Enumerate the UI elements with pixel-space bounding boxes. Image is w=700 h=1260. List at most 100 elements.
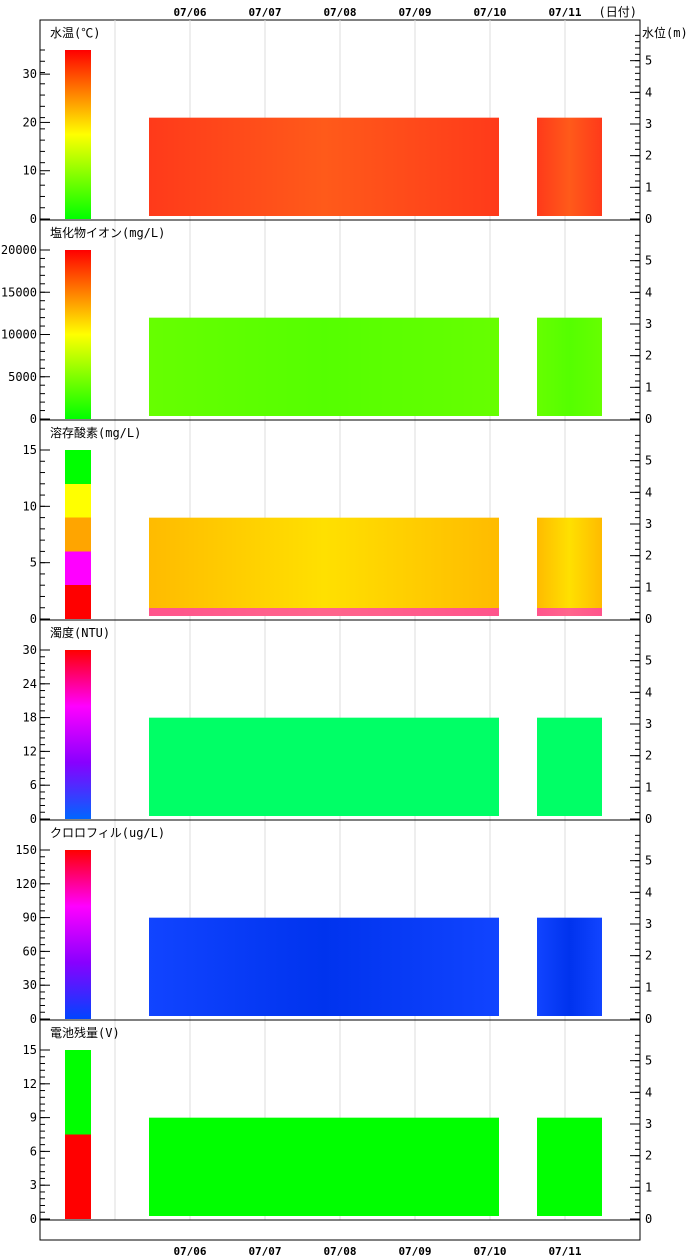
right-tick-label: 4 — [645, 485, 652, 499]
color-scale-bar — [65, 450, 91, 619]
right-tick-label: 5 — [645, 854, 652, 868]
right-tick-label: 0 — [645, 612, 652, 626]
scale-tick-label: 12 — [23, 744, 37, 758]
date-label-bottom: 07/08 — [323, 1245, 356, 1258]
date-unit-label: (日付) — [599, 5, 637, 19]
heatmap-segment-2 — [537, 1117, 602, 1216]
heatmap-segment-2 — [537, 717, 602, 816]
date-label-top: 07/09 — [398, 6, 431, 19]
right-tick-label: 3 — [645, 117, 652, 131]
panel-title: 電池残量(V) — [50, 1026, 120, 1040]
scale-tick-label: 0 — [30, 1212, 37, 1226]
right-tick-label: 0 — [645, 812, 652, 826]
right-tick-label: 1 — [645, 780, 652, 794]
scale-tick-label: 9 — [30, 1111, 37, 1125]
right-tick-label: 1 — [645, 380, 652, 394]
date-label-top: 07/06 — [173, 6, 206, 19]
right-tick-label: 4 — [645, 685, 652, 699]
right-tick-label: 3 — [645, 917, 652, 931]
date-label-bottom: 07/06 — [173, 1245, 206, 1258]
date-label-bottom: 07/11 — [548, 1245, 581, 1258]
date-label-top: 07/08 — [323, 6, 356, 19]
date-label-bottom: 07/07 — [248, 1245, 281, 1258]
right-tick-label: 0 — [645, 1212, 652, 1226]
scale-tick-label: 0 — [30, 612, 37, 626]
date-label-bottom: 07/09 — [398, 1245, 431, 1258]
right-tick-label: 0 — [645, 1012, 652, 1026]
right-tick-label: 2 — [645, 749, 652, 763]
scale-tick-label: 150 — [15, 843, 37, 857]
right-tick-label: 3 — [645, 317, 652, 331]
color-scale-bar — [65, 1050, 91, 1219]
color-scale-bar — [65, 250, 91, 419]
panel-3: 溶存酸素(mg/L) 0 5 10 15 0 1 2 3 4 5 — [23, 419, 652, 626]
scale-tick-label: 3 — [30, 1178, 37, 1192]
right-tick-label: 5 — [645, 54, 652, 68]
right-tick-label: 4 — [645, 285, 652, 299]
date-label-top: 07/10 — [473, 6, 506, 19]
heatmap-segment-1 — [149, 917, 499, 1016]
right-tick-label: 2 — [645, 949, 652, 963]
scale-tick-label: 0 — [30, 412, 37, 426]
panel-title: 濁度(NTU) — [50, 625, 110, 640]
scale-tick-label: 10000 — [1, 328, 37, 342]
right-tick-label: 1 — [645, 980, 652, 994]
scale-tick-label: 12 — [23, 1077, 37, 1091]
right-tick-label: 0 — [645, 412, 652, 426]
date-label-top: 07/07 — [248, 6, 281, 19]
scale-tick-label: 20000 — [1, 243, 37, 257]
heatmap-segment-1 — [149, 717, 499, 816]
scale-tick-label: 0 — [30, 212, 37, 226]
scale-tick-label: 0 — [30, 812, 37, 826]
right-tick-label: 5 — [645, 254, 652, 268]
scale-tick-label: 20 — [23, 115, 37, 129]
heatmap-segment-2 — [537, 117, 602, 216]
scale-tick-label: 18 — [23, 711, 37, 725]
right-tick-label: 0 — [645, 212, 652, 226]
panel-5: クロロフィル(ug/L) 0 30 60 90 120 150 0 1 2 3 4 5 — [15, 819, 652, 1026]
heatmap-segment-1 — [149, 117, 499, 216]
scale-tick-label: 5 — [30, 556, 37, 570]
scale-tick-label: 10 — [23, 164, 37, 178]
scale-tick-label: 5000 — [8, 370, 37, 384]
scale-tick-label: 24 — [23, 677, 37, 691]
scale-tick-label: 30 — [23, 67, 37, 81]
heatmap-segment-1 — [149, 517, 499, 616]
heatmap-segment-2 — [537, 917, 602, 1016]
scale-tick-label: 30 — [23, 978, 37, 992]
scale-tick-label: 120 — [15, 877, 37, 891]
scale-tick-label: 6 — [30, 778, 37, 792]
heatmap-segment-2 — [537, 317, 602, 416]
right-axis-title: 水位(m) — [642, 25, 688, 40]
date-label-bottom: 07/10 — [473, 1245, 506, 1258]
right-tick-label: 2 — [645, 1149, 652, 1163]
scale-tick-label: 15 — [23, 1043, 37, 1057]
right-tick-label: 2 — [645, 149, 652, 163]
scale-tick-label: 30 — [23, 643, 37, 657]
scale-tick-label: 0 — [30, 1012, 37, 1026]
scale-tick-label: 6 — [30, 1144, 37, 1158]
scale-tick-label: 15000 — [1, 285, 37, 299]
right-tick-label: 3 — [645, 717, 652, 731]
panel-title: 塩化物イオン(mg/L) — [50, 225, 165, 240]
low-value-band — [149, 608, 499, 616]
right-tick-label: 1 — [645, 180, 652, 194]
right-tick-label: 3 — [645, 517, 652, 531]
panel-2: 塩化物イオン(mg/L) 0 5000 10000 15000 20000 0 1 2 3 4 5 — [1, 219, 652, 426]
heatmap-segment-1 — [149, 317, 499, 416]
panel-title: 水温(℃) — [50, 26, 100, 40]
right-tick-label: 5 — [645, 1054, 652, 1068]
right-tick-label: 5 — [645, 454, 652, 468]
date-label-top: 07/11 — [548, 6, 581, 19]
right-tick-label: 4 — [645, 85, 652, 99]
low-value-band — [537, 608, 602, 616]
panel-title: クロロフィル(ug/L) — [50, 826, 165, 840]
scale-tick-label: 90 — [23, 911, 37, 925]
right-tick-label: 4 — [645, 885, 652, 899]
heatmap-segment-1 — [149, 1117, 499, 1216]
scale-tick-label: 10 — [23, 499, 37, 513]
right-tick-label: 1 — [645, 580, 652, 594]
